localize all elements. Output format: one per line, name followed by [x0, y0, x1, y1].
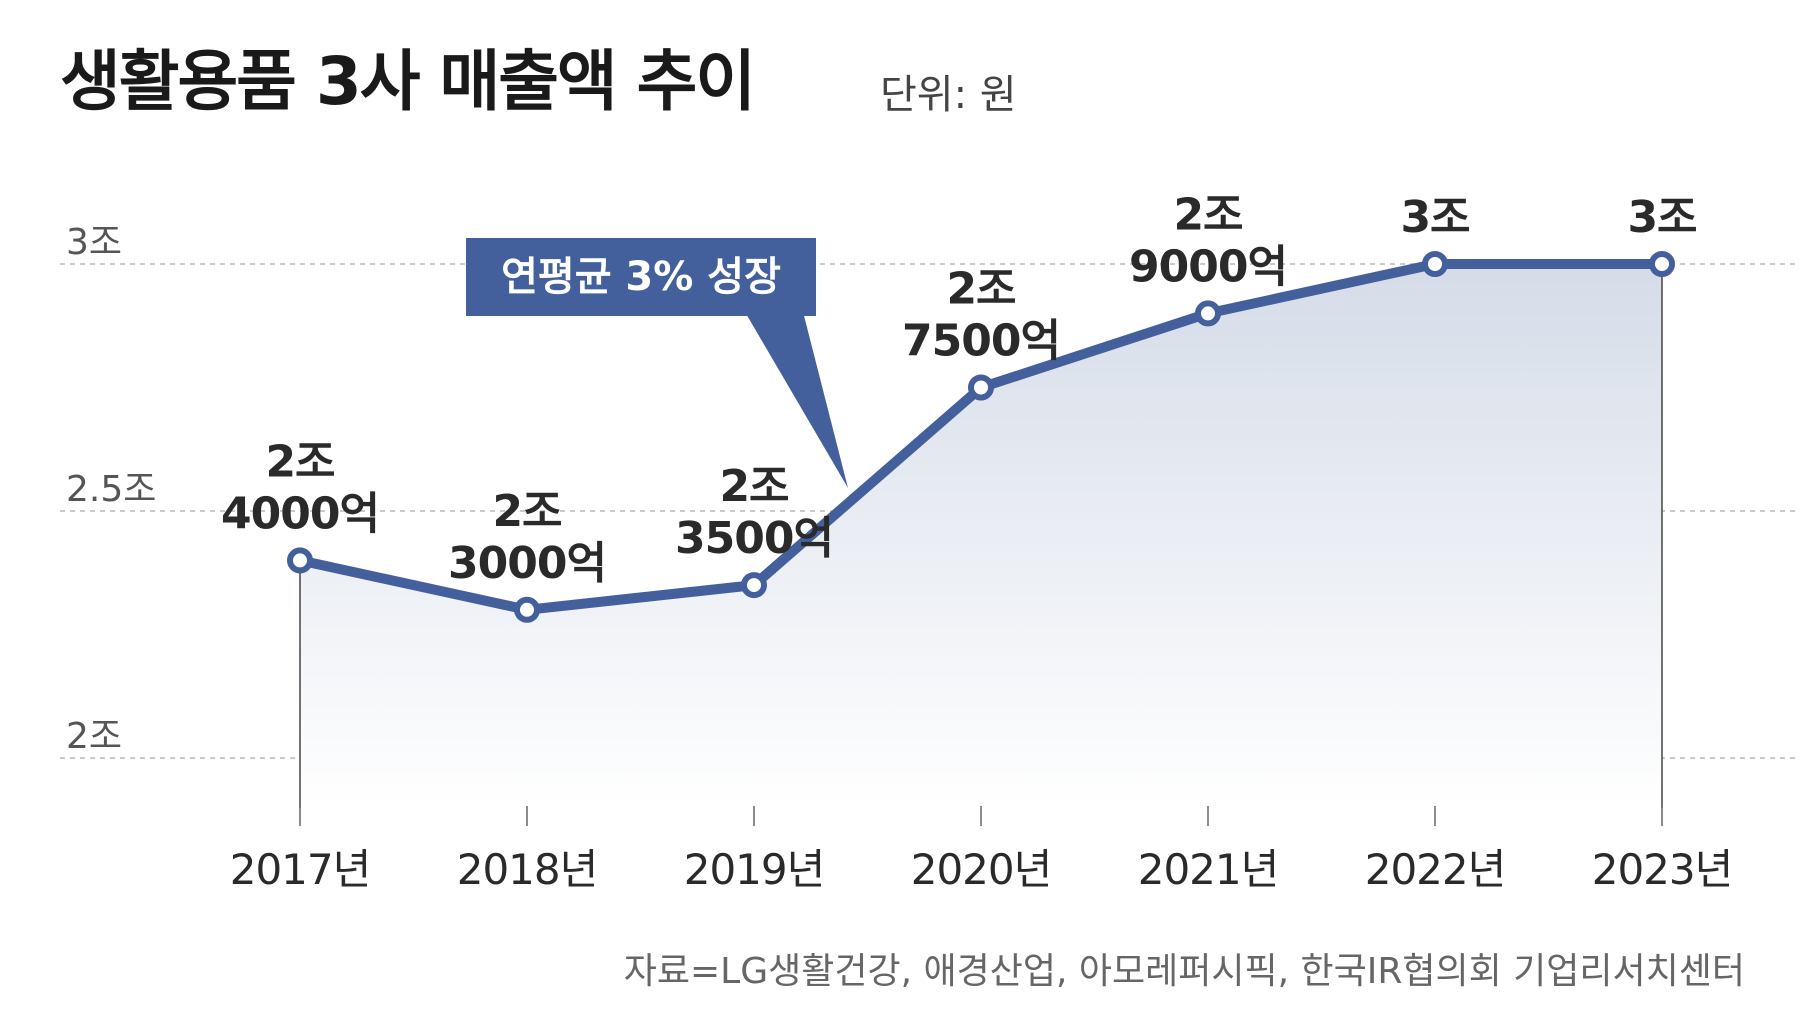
y-tick-label: 2조 — [66, 716, 122, 757]
data-label: 3000억 — [448, 538, 606, 589]
data-point — [968, 374, 994, 401]
area-fill — [300, 264, 1662, 808]
data-label: 3500억 — [675, 513, 833, 564]
data-point — [1422, 251, 1448, 277]
data-label: 2조 — [946, 264, 1015, 315]
data-label: 4000억 — [221, 488, 379, 539]
data-label: 2조 — [719, 461, 788, 512]
x-tick-label: 2021년 — [1138, 845, 1279, 894]
callout-pointer — [738, 300, 848, 488]
data-point — [1649, 251, 1675, 277]
data-label: 9000억 — [1129, 241, 1287, 292]
data-label: 2조 — [1173, 189, 1242, 240]
data-label: 2조 — [265, 436, 334, 487]
y-tick-label: 2.5조 — [66, 469, 156, 510]
x-tick-label: 2018년 — [457, 845, 598, 894]
data-point — [741, 572, 767, 599]
x-tick-label: 2019년 — [684, 845, 825, 894]
series-line-layer — [287, 251, 1675, 623]
x-tick-label: 2020년 — [911, 845, 1052, 894]
callout-text: 연평균 3% 성장 — [501, 254, 781, 300]
x-tick-label: 2022년 — [1365, 845, 1506, 894]
unit-label: 단위: 원 — [880, 72, 1017, 118]
x-tick-label: 2017년 — [230, 845, 371, 894]
data-label: 3조 — [1627, 192, 1696, 243]
data-label: 7500억 — [902, 316, 1060, 367]
callout-box — [466, 238, 816, 316]
data-label: 3조 — [1400, 192, 1469, 243]
annotation-callout: 연평균 3% 성장 — [466, 238, 848, 488]
data-point — [287, 547, 313, 574]
area-layer — [299, 264, 1663, 808]
source-note: 자료=LG생활건강, 애경산업, 아모레퍼시픽, 한국IR협의회 기업리서치센터 — [623, 951, 1745, 992]
data-label: 2조 — [492, 486, 561, 537]
y-tick-label: 3조 — [66, 222, 122, 263]
x-tick-label: 2023년 — [1592, 845, 1733, 894]
x-axis: 2017년 2018년 2019년 2020년 2021년 2022년 2023년 — [230, 806, 1733, 894]
data-point — [1195, 300, 1221, 327]
data-point — [514, 596, 540, 623]
chart-title: 생활용품 3사 매출액 추이 — [60, 43, 756, 120]
